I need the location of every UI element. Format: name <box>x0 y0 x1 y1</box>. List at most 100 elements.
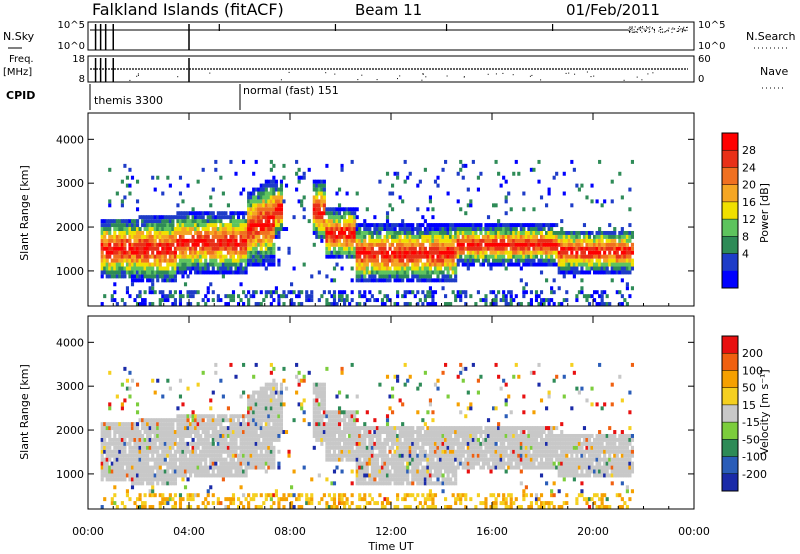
power-cell <box>183 215 188 220</box>
power-cell <box>436 250 440 255</box>
power-cell <box>242 234 246 239</box>
power-cell <box>585 246 589 251</box>
power-cell <box>226 227 230 231</box>
power-cell <box>214 246 218 251</box>
velocity-cell <box>348 430 352 434</box>
velocity-cell <box>320 422 324 427</box>
power-cell <box>605 302 609 306</box>
power-cell <box>115 274 119 279</box>
velocity-cell <box>282 497 286 502</box>
colorbar-segment <box>722 184 738 203</box>
power-cell <box>441 274 445 279</box>
cpid-label: CPID <box>6 89 35 102</box>
power-cell <box>398 270 402 275</box>
power-cell <box>181 246 185 251</box>
power-cell <box>431 230 435 235</box>
velocity-cell <box>320 406 324 411</box>
velocity-cell <box>244 461 248 466</box>
velocity-cell <box>138 481 142 486</box>
power-cell <box>350 207 354 212</box>
power-cell <box>249 227 253 231</box>
power-cell <box>587 294 592 299</box>
power-cell <box>547 234 551 239</box>
velocity-cell <box>118 457 122 462</box>
velocity-cell <box>186 441 190 446</box>
power-cell <box>393 230 397 235</box>
power-cell <box>161 298 165 303</box>
velocity-cell <box>110 426 114 431</box>
power-cell <box>418 270 422 275</box>
power-cell <box>103 258 107 263</box>
power-cell <box>363 262 367 267</box>
velocity-cell <box>206 453 210 458</box>
velocity-cell <box>120 457 124 462</box>
power-cell <box>262 187 266 192</box>
power-cell <box>348 242 352 247</box>
power-cell <box>502 246 506 251</box>
power-cell <box>416 254 420 259</box>
power-cell <box>153 290 157 295</box>
power-cell <box>307 294 311 299</box>
velocity-cell <box>108 469 112 474</box>
power-cell <box>320 183 324 188</box>
power-cell <box>373 258 377 263</box>
velocity-cell <box>332 426 337 431</box>
velocity-cell <box>113 430 117 434</box>
velocity-cell <box>221 433 225 438</box>
velocity-cell <box>229 430 233 434</box>
power-cell <box>625 246 629 251</box>
power-cell <box>532 262 536 267</box>
power-cell <box>327 290 331 295</box>
velocity-cell <box>267 493 271 498</box>
power-cell <box>231 215 236 220</box>
power-cell <box>603 199 607 204</box>
power-cell <box>431 207 435 212</box>
velocity-cell <box>163 422 167 427</box>
velocity-cell <box>327 414 331 419</box>
power-cell <box>464 258 468 263</box>
power-cell <box>264 219 268 224</box>
power-cell <box>135 219 140 224</box>
power-cell <box>201 227 205 231</box>
power-cell <box>252 250 256 255</box>
power-cell <box>406 270 410 275</box>
velocity-cell <box>244 430 248 434</box>
nsearch-point <box>665 31 667 33</box>
date-title: 01/Feb/2011 <box>566 1 660 19</box>
power-cell <box>557 250 561 255</box>
power-cell <box>406 238 410 243</box>
velocity-cell <box>108 422 112 427</box>
power-cell <box>524 246 528 251</box>
velocity-cell <box>221 437 225 442</box>
power-cell <box>274 211 278 216</box>
power-cell <box>120 298 124 303</box>
power-cell <box>312 227 316 231</box>
power-cell <box>378 290 382 295</box>
power-cell <box>620 246 624 251</box>
velocity-cell <box>325 457 329 462</box>
power-cell <box>315 191 319 196</box>
velocity-cell <box>151 441 155 446</box>
power-cell <box>332 211 337 216</box>
power-cell <box>252 187 256 192</box>
power-cell <box>173 298 177 303</box>
power-cell <box>244 262 248 267</box>
power-cell <box>189 254 193 259</box>
velocity-cell <box>209 449 213 454</box>
power-cell <box>186 302 190 306</box>
power-cell <box>322 211 326 216</box>
velocity-cell <box>163 453 167 458</box>
power-cell <box>428 227 432 231</box>
power-cell <box>120 203 124 208</box>
velocity-cell <box>178 378 183 383</box>
power-cell <box>264 238 268 243</box>
power-cell <box>363 290 367 295</box>
power-cell <box>623 262 627 267</box>
power-cell <box>290 298 294 303</box>
power-cell <box>191 215 195 220</box>
velocity-cell <box>103 469 107 474</box>
power-cell <box>272 254 276 259</box>
power-cell <box>163 266 167 271</box>
power-cell <box>156 254 160 259</box>
power-cell <box>335 207 339 212</box>
